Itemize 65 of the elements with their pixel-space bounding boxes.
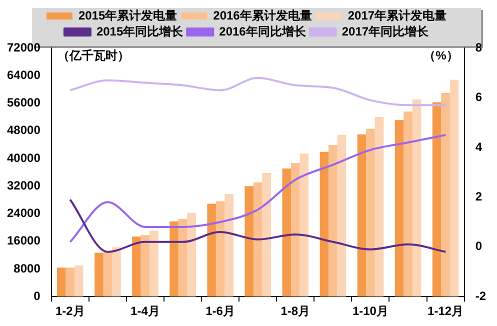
line-series bbox=[69, 76, 447, 106]
y2-tick-label: 2 bbox=[475, 189, 482, 204]
y-tick-label: 32000 bbox=[6, 178, 41, 192]
bar bbox=[357, 134, 366, 297]
bar bbox=[224, 194, 234, 297]
bar bbox=[412, 99, 422, 297]
bar bbox=[291, 162, 300, 297]
legend-label: 2017年累计发电量 bbox=[348, 8, 447, 22]
x-tick-label: 1-4月 bbox=[130, 304, 160, 318]
bar bbox=[394, 120, 404, 297]
bar bbox=[374, 117, 384, 297]
bar bbox=[216, 201, 225, 297]
y-tick-label: 40000 bbox=[6, 150, 41, 165]
bar bbox=[140, 235, 150, 297]
y2-tick-label: 6 bbox=[475, 90, 482, 104]
bar bbox=[282, 168, 292, 297]
x-tick-label: 1-8月 bbox=[280, 304, 310, 318]
x-tick-label: 1-6月 bbox=[206, 304, 235, 318]
y-tick-label: 64000 bbox=[6, 68, 41, 82]
bar bbox=[253, 182, 262, 297]
bar bbox=[441, 92, 450, 297]
bar bbox=[432, 102, 442, 297]
bar bbox=[404, 112, 412, 297]
bar bbox=[103, 252, 112, 297]
y-tick-label: 48000 bbox=[6, 123, 41, 138]
y-tick-label: 0 bbox=[34, 288, 41, 303]
bar bbox=[328, 145, 338, 297]
bar bbox=[366, 128, 375, 297]
legend-label: 2015年同比增长 bbox=[96, 24, 184, 38]
line-series bbox=[69, 134, 447, 243]
y2-tick-label: 8 bbox=[475, 40, 482, 54]
y2-axis-title: （%） bbox=[424, 48, 458, 62]
legend-label: 2016年同比增长 bbox=[219, 24, 307, 38]
bar bbox=[300, 154, 309, 297]
x-tick-label: 1-12月 bbox=[428, 304, 464, 318]
y-axis-title: （亿千瓦时） bbox=[57, 48, 130, 62]
legend-label: 2015年累计发电量 bbox=[78, 8, 178, 22]
y-tick-label: 8000 bbox=[14, 261, 41, 276]
y-tick-label: 24000 bbox=[6, 206, 41, 220]
y-tick-label: 72000 bbox=[6, 40, 41, 54]
bar bbox=[320, 152, 329, 297]
x-tick-label: 1-2月 bbox=[55, 304, 85, 318]
bar bbox=[207, 204, 216, 297]
bar bbox=[450, 80, 459, 297]
x-tick-label: 1-10月 bbox=[352, 304, 388, 318]
y2-tick-label: 0 bbox=[475, 239, 482, 254]
bar bbox=[112, 247, 121, 297]
line-series bbox=[69, 198, 447, 253]
legend-label: 2016年累计发电量 bbox=[213, 8, 312, 22]
bar bbox=[262, 172, 271, 297]
bar bbox=[57, 268, 66, 297]
bar bbox=[187, 212, 196, 297]
bar bbox=[94, 252, 104, 297]
bar bbox=[178, 218, 188, 297]
legend-label: 2017年同比增长 bbox=[342, 24, 430, 38]
bar bbox=[74, 266, 84, 297]
y2-tick-label: -2 bbox=[475, 288, 486, 303]
bar bbox=[132, 236, 141, 297]
y2-tick-label: 4 bbox=[475, 140, 482, 154]
bar bbox=[66, 268, 75, 297]
y-tick-label: 56000 bbox=[6, 96, 41, 110]
bar bbox=[337, 135, 346, 297]
bar bbox=[150, 230, 158, 297]
bar bbox=[244, 186, 254, 297]
y-tick-label: 16000 bbox=[6, 234, 41, 248]
